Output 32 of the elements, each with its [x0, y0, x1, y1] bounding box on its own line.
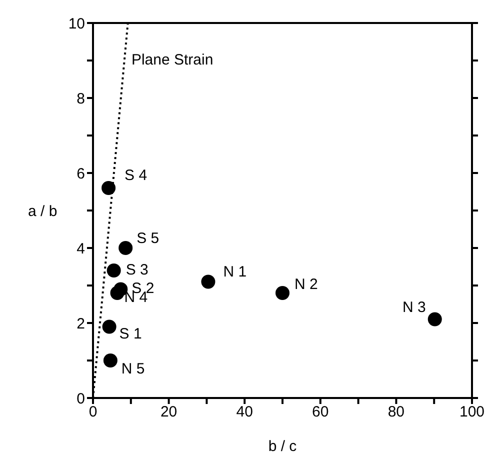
annotation: N 5	[121, 360, 145, 378]
x-tick-label: 60	[312, 404, 329, 421]
point	[106, 264, 121, 278]
x-tick-label: 20	[160, 404, 178, 421]
point	[102, 181, 116, 195]
y-tick-label: 6	[76, 165, 85, 182]
x-axis-title: b / c	[268, 438, 298, 455]
annotation: S 5	[136, 230, 160, 247]
y-axis-title: a / b	[28, 202, 58, 220]
point	[276, 286, 290, 300]
point	[118, 241, 133, 255]
x-tick-label: 100	[459, 404, 485, 421]
x-tick-label: 0	[88, 404, 98, 421]
y-tick-label: 8	[76, 90, 85, 108]
annotation: S 3	[126, 261, 148, 278]
x-tick-label: 40	[236, 404, 253, 421]
annotation: S 1	[119, 326, 142, 343]
y-tick-label: 0	[76, 390, 85, 408]
x-tick-label: 80	[388, 404, 405, 421]
point	[201, 274, 216, 289]
point	[102, 320, 116, 334]
y-tick-label: 2	[76, 315, 85, 332]
annotation: N 1	[223, 264, 247, 281]
annotation: S 4	[124, 166, 148, 184]
y-tick-label: 10	[68, 15, 85, 32]
point	[110, 286, 124, 300]
annotation: N 2	[294, 276, 318, 293]
annotation: Plane Strain	[131, 51, 214, 68]
point	[428, 312, 442, 326]
annotation: N 3	[402, 299, 426, 316]
y-tick-label: 4	[76, 240, 85, 258]
point	[103, 354, 118, 368]
